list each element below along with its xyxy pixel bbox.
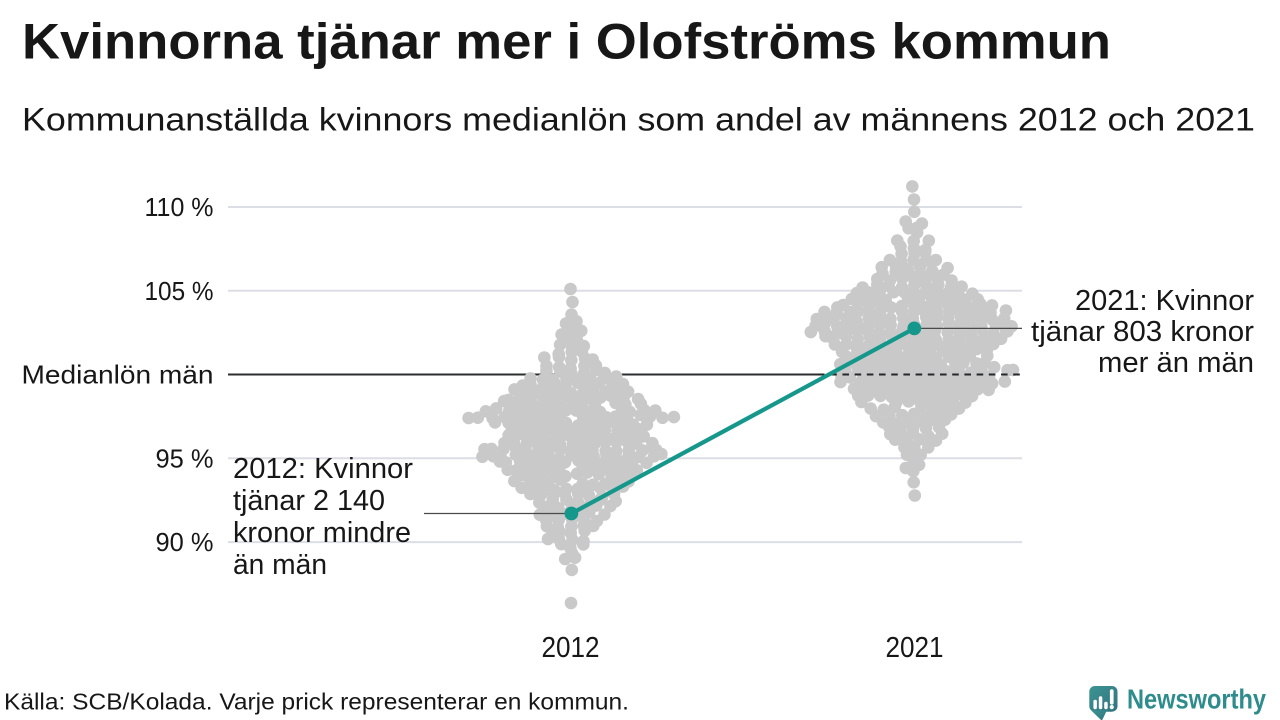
svg-text:105 %: 105 % [145,276,214,306]
svg-text:mer än män: mer än män [1098,347,1254,379]
svg-text:Kvinnorna tjänar mer i Olofstr: Kvinnorna tjänar mer i Olofströms kommun [22,13,1111,69]
svg-text:2012: Kvinnor: 2012: Kvinnor [233,453,413,485]
svg-text:Kommunanställda kvinnors media: Kommunanställda kvinnors medianlön som a… [22,101,1255,137]
svg-text:2012: 2012 [542,632,600,664]
svg-text:tjänar 2 140: tjänar 2 140 [233,485,385,517]
svg-text:110 %: 110 % [145,192,214,222]
svg-text:90 %: 90 % [156,527,214,557]
svg-text:Medianlön män: Medianlön män [22,360,214,390]
svg-text:95 %: 95 % [156,444,214,474]
svg-text:Källa: SCB/Kolada. Varje prick: Källa: SCB/Kolada. Varje prick represent… [4,689,629,715]
svg-text:2021: Kvinnor: 2021: Kvinnor [1075,285,1254,317]
svg-text:2021: 2021 [886,632,944,664]
svg-text:än män: än män [233,549,327,581]
svg-text:tjänar 803 kronor: tjänar 803 kronor [1031,316,1254,348]
svg-text:kronor mindre: kronor mindre [233,517,411,549]
svg-text:Newsworthy: Newsworthy [1127,683,1266,714]
